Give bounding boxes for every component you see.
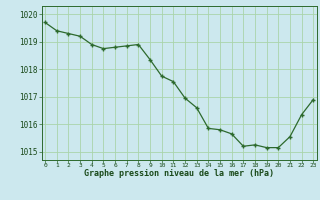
X-axis label: Graphe pression niveau de la mer (hPa): Graphe pression niveau de la mer (hPa)	[84, 169, 274, 178]
